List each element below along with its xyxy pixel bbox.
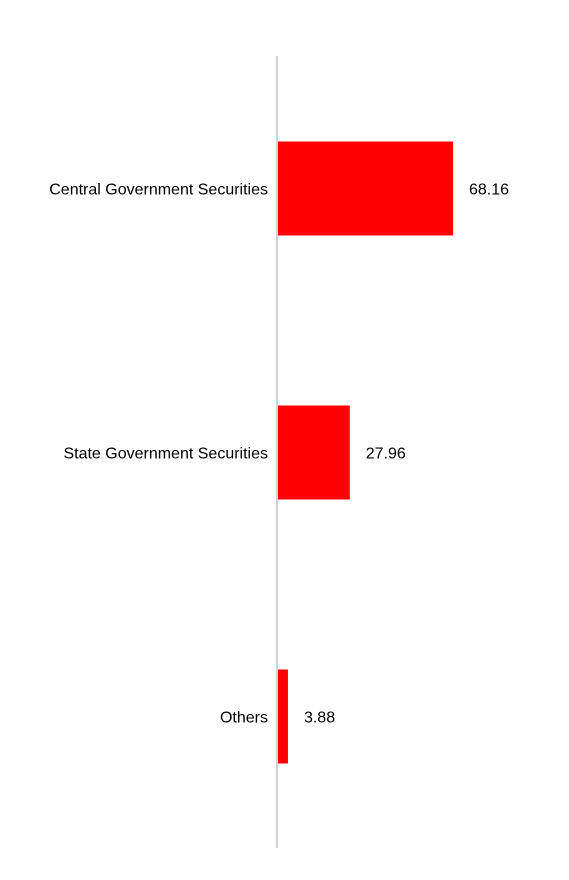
category-label: Others (220, 710, 268, 727)
value-label: 3.88 (304, 710, 335, 727)
bars-layer (278, 141, 453, 764)
value-label: 68.16 (469, 182, 509, 199)
labels-layer: Central Government Securities 68.16 State … (49, 182, 509, 727)
bar-state-government-securities (278, 405, 350, 500)
bar-others (278, 669, 288, 764)
category-label: Central Government Securities (49, 182, 268, 199)
category-label: State Government Securities (63, 446, 268, 463)
bar-central-government-securities (278, 141, 453, 236)
value-label: 27.96 (366, 446, 406, 463)
